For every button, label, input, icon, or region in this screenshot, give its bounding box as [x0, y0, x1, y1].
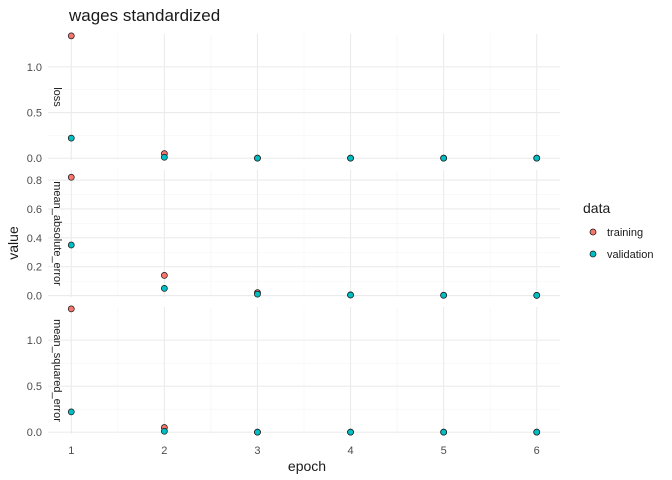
data-point-validation [440, 154, 448, 162]
data-point-training [67, 32, 75, 40]
legend-label: validation [607, 249, 653, 261]
y-tick-label: 0.0 [27, 153, 42, 165]
strip-label: mean_squared_error [51, 319, 63, 422]
data-point-validation [160, 153, 168, 161]
data-point-validation [533, 154, 541, 162]
x-axis-ticks: 1 2 3 4 5 6 [68, 445, 540, 457]
y-tick-label: 0.5 [27, 108, 42, 120]
legend-title: data [583, 200, 610, 216]
data-point-training [160, 271, 168, 279]
data-point-validation [254, 290, 261, 298]
data-point-validation [160, 284, 168, 292]
legend-label: training [607, 227, 643, 239]
y-tick-label: 0.4 [27, 233, 42, 245]
data-point-validation [160, 427, 168, 435]
data-point-validation [347, 428, 354, 436]
legend-key-validation [589, 250, 597, 258]
series-validation [67, 408, 541, 436]
legend: data training validation [583, 200, 653, 261]
data-point-validation [533, 428, 541, 436]
data-point-validation [67, 408, 75, 416]
y-tick-label: 0.5 [27, 381, 42, 393]
y-axis-title: value [5, 226, 21, 260]
y-tick-label: 1.0 [27, 62, 42, 74]
series-validation [67, 134, 541, 162]
x-tick-label: 5 [441, 445, 447, 457]
legend-item-training: training [589, 227, 643, 239]
data-point-validation [533, 292, 541, 299]
facet-panel-mean-squared-error: 0.0 0.5 1.0 mean_squared_error [27, 305, 560, 439]
data-point-validation [67, 241, 75, 249]
y-tick-label: 0.2 [27, 262, 42, 274]
strip-label: mean_absolute_error [51, 181, 63, 286]
data-point-validation [254, 428, 261, 436]
strip-label: loss [51, 87, 63, 107]
x-tick-label: 2 [161, 445, 167, 457]
x-axis-title: epoch [288, 458, 326, 474]
y-tick-label: 1.0 [27, 335, 42, 347]
chart-title: wages standardized [68, 6, 220, 25]
data-point-validation [440, 291, 448, 299]
y-tick-label: 0.0 [27, 291, 42, 303]
y-tick-label: 0.0 [27, 427, 42, 439]
series-validation [67, 241, 541, 299]
x-tick-label: 4 [347, 445, 353, 457]
facet-panel-loss: 0.0 0.5 1.0 loss [27, 32, 560, 165]
y-tick-label: 0.6 [27, 204, 42, 216]
data-point-training [67, 305, 75, 313]
facet-panels: 0.0 0.5 1.0 loss 0.0 0.2 0.4 0.6 0.8 mean_absolut… [27, 32, 560, 439]
data-point-validation [347, 154, 354, 162]
x-tick-label: 1 [68, 445, 74, 457]
y-tick-label: 0.8 [27, 175, 42, 187]
data-point-validation [440, 428, 448, 436]
facet-panel-mean-absolute-error: 0.0 0.2 0.4 0.6 0.8 mean_absolute_error [27, 170, 560, 303]
x-tick-label: 3 [254, 445, 260, 457]
legend-item-validation: validation [589, 249, 653, 261]
data-point-training [67, 173, 75, 181]
data-point-validation [347, 291, 354, 299]
legend-key-training [589, 228, 597, 236]
x-tick-label: 6 [534, 445, 540, 457]
data-point-validation [254, 154, 261, 162]
data-point-validation [67, 134, 75, 142]
